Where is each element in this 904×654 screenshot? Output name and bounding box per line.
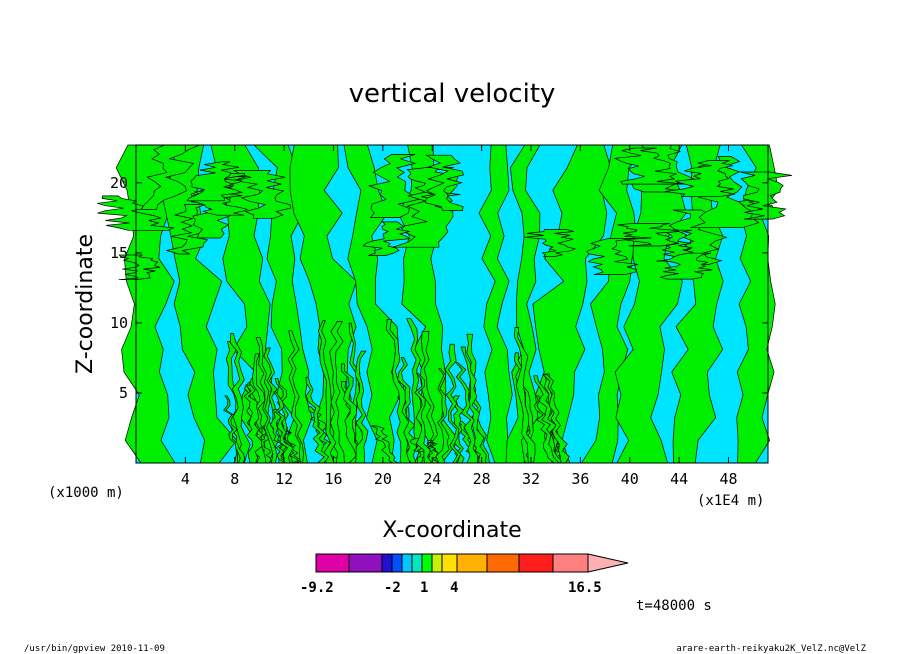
y-axis-label: Z-coordinate (73, 234, 98, 374)
velocity-band (542, 374, 570, 464)
velocity-band (329, 321, 345, 464)
colorbar-bin (441, 553, 458, 573)
colorbar-min-label: -9.2 (300, 580, 334, 596)
velocity-band (255, 337, 278, 464)
colorbar-bin (381, 553, 393, 573)
colorbar-bin (401, 553, 413, 573)
velocity-band (97, 195, 175, 231)
colorbar-bin (456, 553, 488, 573)
velocity-band (466, 333, 490, 464)
colorbar-bin (431, 553, 443, 573)
x-tick-label: 36 (571, 470, 589, 488)
colorbar-bin (315, 553, 350, 573)
x-tick-label: 4 (181, 470, 190, 488)
y-tick-label: 5 (119, 384, 128, 402)
y-axis: 5 10 15 20 (110, 174, 768, 402)
velocity-band (232, 170, 291, 219)
velocity-band (586, 238, 639, 275)
colorbar-max-label: 16.5 (568, 580, 602, 596)
velocity-band (444, 343, 462, 464)
x-unit-left: (x1000 m) (48, 485, 124, 501)
colorbar-tick-label: 1 (420, 580, 428, 596)
y-tick-label: 20 (110, 174, 128, 192)
time-label: t=48000 s (636, 598, 712, 614)
footer-file: arare-earth-reikyaku2K_VelZ.nc@VelZ (676, 644, 866, 654)
x-tick-label: 8 (230, 470, 239, 488)
velocity-band (354, 350, 369, 464)
velocity-band (317, 320, 337, 464)
velocity-band (534, 395, 561, 464)
velocity-band (740, 171, 792, 220)
velocity-band (186, 161, 244, 202)
x-axis-label: X-coordinate (382, 518, 521, 543)
x-tick-label: 16 (324, 470, 342, 488)
velocity-band (385, 319, 411, 464)
velocity-band (524, 229, 576, 257)
velocity-band (118, 254, 161, 281)
x-unit-right: (x1E4 m) (697, 493, 764, 509)
colorbar-bin (552, 553, 589, 573)
velocity-band (223, 395, 246, 464)
x-tick-label: 48 (719, 470, 737, 488)
colorbar-bin (411, 553, 423, 573)
colorbar-tick-label: 4 (450, 580, 458, 596)
x-tick-label: 44 (670, 470, 688, 488)
colorbar-tick-label: -2 (384, 580, 401, 596)
velocity-band (659, 252, 713, 280)
chart-title: vertical velocity (349, 79, 556, 109)
velocity-band (435, 368, 450, 464)
velocity-band (414, 372, 433, 464)
footer-program: /usr/bin/gpview 2010-11-09 (24, 644, 165, 654)
colorbar-bin (348, 553, 383, 573)
plot-area (97, 144, 792, 464)
velocity-band (305, 377, 330, 464)
velocity-band (362, 221, 411, 256)
colorbar-extend-arrow (587, 553, 629, 573)
y-tick-label: 10 (110, 314, 128, 332)
velocity-band (371, 425, 400, 464)
velocity-band (454, 362, 479, 464)
velocity-band (613, 147, 686, 185)
velocity-band (273, 391, 294, 464)
plot-frame (135, 144, 769, 464)
x-axis: 4 8 12 16 20 24 28 32 36 40 44 48 (181, 145, 738, 488)
velocity-band (617, 223, 680, 247)
y-tick-label: 15 (110, 244, 128, 262)
velocity-band (424, 154, 465, 211)
velocity-band (514, 327, 536, 464)
colorbar-bin (421, 553, 433, 573)
colorbar-bin (486, 553, 520, 573)
velocity-band (243, 384, 263, 464)
velocity-band (668, 209, 728, 265)
x-tick-label: 24 (423, 470, 441, 488)
velocity-band (368, 154, 420, 218)
velocity-band (655, 229, 697, 262)
x-tick-label: 28 (473, 470, 491, 488)
velocity-band (190, 187, 248, 216)
colorbar (315, 553, 629, 573)
colorbar-bin (518, 553, 554, 573)
velocity-band (420, 331, 439, 464)
x-tick-label: 20 (374, 470, 392, 488)
x-tick-label: 40 (621, 470, 639, 488)
velocity-band (287, 330, 304, 464)
x-tick-label: 12 (275, 470, 293, 488)
velocity-band (341, 363, 366, 464)
x-tick-label: 32 (522, 470, 540, 488)
colorbar-bin (391, 553, 403, 573)
